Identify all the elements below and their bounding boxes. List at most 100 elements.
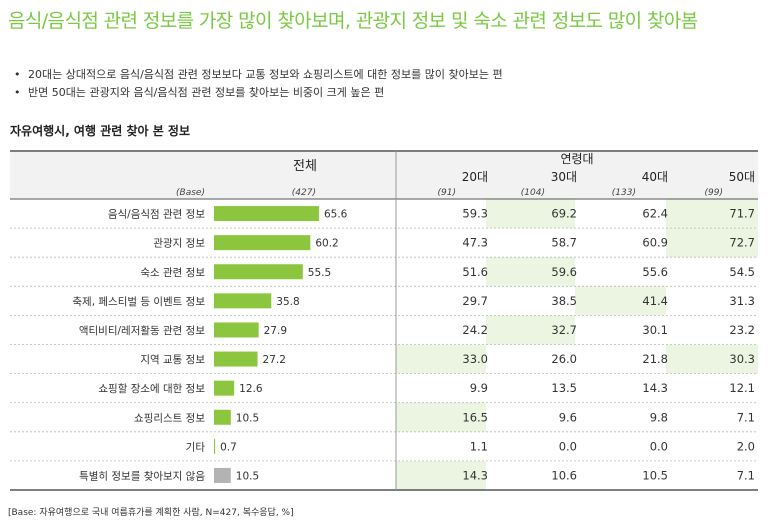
row-label: 쇼핑리스트 정보: [134, 412, 205, 424]
total-bar: [214, 380, 235, 396]
row-label: 액티비티/레저활동 관련 정보: [79, 324, 205, 337]
total-bar: [214, 206, 319, 222]
highlight-cell: [486, 199, 575, 229]
cell-value: 59.3: [462, 207, 488, 221]
row-label: 기타: [186, 441, 206, 453]
cell-value: 31.3: [729, 294, 755, 308]
page-title: 음식/음식점 관련 정보를 가장 많이 찾아보며, 관광지 정보 및 숙소 관련…: [8, 10, 698, 32]
row-label: 음식/음식점 관련 정보: [108, 209, 205, 221]
cell-value: 62.4: [642, 207, 668, 221]
cell-value: 16.5: [462, 410, 488, 424]
base-total: (427): [292, 188, 316, 198]
base-column: (99): [705, 188, 723, 198]
highlight-cell: [666, 199, 758, 229]
cell-value: 23.2: [729, 323, 755, 337]
footer-note: [Base: 자유여행으로 국내 여름휴가를 계획한 사람, N=427, 복수…: [8, 508, 294, 518]
header-background: [10, 151, 758, 199]
cell-value: 10.6: [551, 468, 577, 482]
highlight-cell: [666, 344, 758, 374]
total-value: 10.5: [236, 470, 259, 482]
row-label: 축제, 페스티벌 등 이벤트 정보: [72, 296, 205, 308]
cell-value: 0.0: [559, 439, 577, 453]
cell-value: 58.7: [551, 236, 577, 250]
total-bar: [214, 409, 231, 425]
cell-value: 47.3: [462, 236, 488, 250]
cell-value: 59.6: [551, 265, 577, 279]
cell-value: 9.8: [650, 410, 668, 424]
bullet-mark: •: [14, 68, 21, 81]
highlight-cell: [575, 286, 666, 316]
cell-value: 7.1: [737, 410, 755, 424]
highlight-cell: [666, 228, 758, 258]
cell-value: 12.1: [729, 381, 755, 395]
cell-value: 7.1: [737, 468, 755, 482]
highlight-cell: [486, 257, 575, 287]
cell-value: 69.2: [551, 207, 577, 221]
total-bar: [214, 438, 216, 454]
row-label: 숙소 관련 정보: [140, 267, 205, 279]
cell-value: 10.5: [642, 468, 668, 482]
total-value: 65.6: [324, 209, 348, 221]
total-value: 35.8: [276, 296, 299, 308]
total-value: 55.5: [308, 267, 331, 279]
cell-value: 51.6: [462, 265, 488, 279]
bullet-text: 20대는 상대적으로 음식/음식점 관련 정보보다 교통 정보와 쇼핑리스트에 …: [28, 68, 503, 81]
total-bar: [214, 467, 231, 483]
cell-value: 54.5: [729, 265, 755, 279]
total-value: 27.2: [263, 354, 286, 366]
highlight-cell: [396, 344, 486, 374]
cell-value: 72.7: [729, 236, 755, 250]
row-label: 지역 교통 정보: [140, 354, 205, 366]
column-header: 30대: [551, 170, 577, 184]
column-header: 40대: [642, 170, 668, 184]
cell-value: 33.0: [462, 352, 488, 366]
cell-value: 71.7: [729, 207, 755, 221]
highlight-cell: [486, 315, 575, 345]
cell-value: 0.0: [650, 439, 668, 453]
cell-value: 21.8: [642, 352, 668, 366]
total-value: 60.2: [315, 238, 338, 250]
cell-value: 9.6: [559, 410, 577, 424]
bullet-item: • 20대는 상대적으로 음식/음식점 관련 정보보다 교통 정보와 쇼핑리스트에…: [14, 66, 503, 84]
total-bar: [214, 293, 272, 309]
total-bar: [214, 235, 311, 251]
cell-value: 32.7: [551, 323, 577, 337]
total-value: 0.7: [220, 441, 237, 453]
cell-value: 30.3: [729, 352, 755, 366]
cell-value: 24.2: [462, 323, 488, 337]
bullet-list: • 20대는 상대적으로 음식/음식점 관련 정보보다 교통 정보와 쇼핑리스트에…: [14, 66, 503, 102]
cell-value: 14.3: [462, 468, 488, 482]
total-header: 전체: [293, 159, 317, 174]
base-label: (Base): [176, 188, 205, 198]
total-bar: [214, 322, 259, 338]
total-bar: [214, 351, 258, 367]
cell-value: 14.3: [642, 381, 668, 395]
cell-value: 55.6: [642, 265, 668, 279]
cell-value: 29.7: [462, 294, 488, 308]
cell-value: 13.5: [551, 381, 577, 395]
total-value: 27.9: [264, 325, 287, 337]
total-bar: [214, 264, 303, 280]
bullet-text: 반면 50대는 관광지와 음식/음식점 관련 정보를 찾아보는 비중이 크게 높…: [28, 86, 385, 99]
cell-value: 38.5: [551, 294, 577, 308]
base-column: (91): [438, 188, 456, 198]
cell-value: 60.9: [642, 236, 668, 250]
chart-table: 전체 연령대 20대 30대 40대 50대 (Base) (427) (91) (104) (13…: [10, 150, 758, 491]
group-header: 연령대: [560, 152, 593, 166]
row-label: 특별히 정보를 찾아보지 않음: [79, 470, 205, 482]
total-value: 10.5: [236, 412, 259, 424]
cell-value: 30.1: [642, 323, 668, 337]
cell-value: 9.9: [470, 381, 488, 395]
cell-value: 26.0: [551, 352, 577, 366]
column-header: 50대: [729, 170, 755, 184]
cell-value: 1.1: [470, 439, 488, 453]
column-header: 20대: [462, 170, 488, 184]
row-label: 쇼핑할 장소에 대한 정보: [98, 383, 205, 395]
highlight-cell: [396, 460, 486, 490]
highlight-cell: [396, 402, 486, 432]
row-label: 관광지 정보: [153, 238, 205, 250]
base-column: (104): [521, 188, 545, 198]
bullet-item: • 반면 50대는 관광지와 음식/음식점 관련 정보를 찾아보는 비중이 크게 …: [14, 84, 503, 102]
cell-value: 41.4: [642, 294, 668, 308]
base-column: (133): [612, 188, 636, 198]
